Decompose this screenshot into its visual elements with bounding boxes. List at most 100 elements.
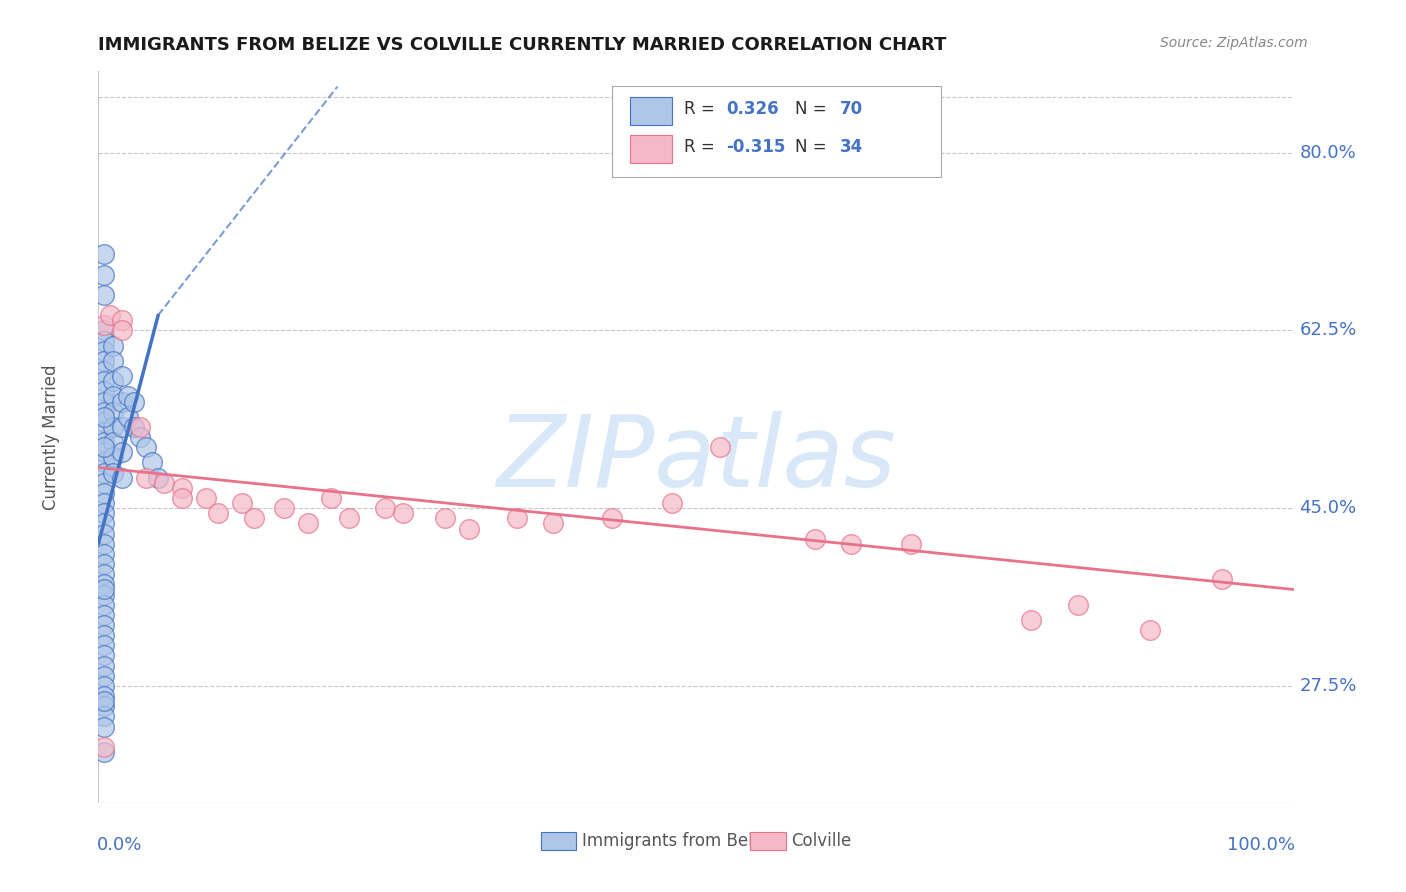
Point: [374, 501, 396, 516]
Text: 0.326: 0.326: [725, 101, 779, 119]
FancyBboxPatch shape: [749, 832, 786, 850]
Point: [101, 374, 124, 388]
Text: R =: R =: [685, 101, 720, 119]
Point: [93, 720, 115, 734]
Point: [93, 516, 115, 531]
Point: [93, 475, 115, 490]
Point: [93, 709, 115, 723]
Point: [93, 405, 115, 419]
Point: [111, 420, 134, 434]
Point: [93, 425, 115, 439]
Point: [93, 288, 115, 302]
Point: [321, 491, 343, 505]
Text: 45.0%: 45.0%: [1299, 500, 1357, 517]
Point: [804, 532, 827, 546]
Point: [93, 394, 115, 409]
Point: [602, 511, 624, 525]
Point: [273, 501, 295, 516]
Point: [243, 511, 266, 525]
Point: [111, 323, 134, 337]
Point: [148, 471, 170, 485]
Point: [117, 409, 139, 424]
Point: [297, 516, 319, 531]
Point: [93, 618, 115, 632]
Point: [129, 420, 152, 434]
Text: R =: R =: [685, 138, 720, 156]
Point: [93, 496, 115, 510]
Point: [93, 638, 115, 652]
Point: [111, 313, 134, 327]
Point: [101, 450, 124, 465]
Point: [111, 445, 134, 459]
Point: [207, 506, 229, 520]
Point: [101, 435, 124, 450]
Point: [1211, 572, 1233, 586]
Point: [661, 496, 683, 510]
Point: [93, 268, 115, 282]
Text: 70: 70: [839, 101, 862, 119]
Point: [93, 318, 115, 333]
Point: [93, 577, 115, 591]
Point: [93, 598, 115, 612]
Point: [93, 415, 115, 429]
Point: [135, 440, 157, 454]
Point: [93, 440, 115, 454]
Text: -0.315: -0.315: [725, 138, 785, 156]
Point: [93, 557, 115, 571]
Point: [172, 491, 194, 505]
Point: [101, 420, 124, 434]
Point: [93, 486, 115, 500]
Point: [392, 506, 415, 520]
Text: 80.0%: 80.0%: [1299, 144, 1357, 161]
Point: [101, 354, 124, 368]
Text: 34: 34: [839, 138, 863, 156]
Point: [101, 466, 124, 480]
Point: [124, 420, 146, 434]
Point: [101, 339, 124, 353]
Point: [93, 582, 115, 597]
Point: [93, 435, 115, 450]
Point: [124, 394, 146, 409]
Point: [93, 567, 115, 582]
Point: [93, 745, 115, 759]
Point: [93, 466, 115, 480]
Point: [93, 409, 115, 424]
Point: [93, 364, 115, 378]
Point: [93, 547, 115, 561]
Point: [141, 455, 163, 469]
Point: [434, 511, 457, 525]
Text: 27.5%: 27.5%: [1299, 677, 1357, 695]
Point: [900, 537, 922, 551]
Text: Immigrants from Belize: Immigrants from Belize: [582, 832, 776, 850]
Point: [111, 394, 134, 409]
Text: 100.0%: 100.0%: [1226, 836, 1295, 854]
Point: [93, 658, 115, 673]
Text: 62.5%: 62.5%: [1299, 321, 1357, 340]
Text: Currently Married: Currently Married: [42, 364, 59, 510]
Point: [117, 389, 139, 403]
Point: [339, 511, 361, 525]
Point: [172, 481, 194, 495]
Text: 0.0%: 0.0%: [97, 836, 142, 854]
Point: [1139, 623, 1161, 637]
Point: [93, 607, 115, 622]
Point: [93, 384, 115, 399]
FancyBboxPatch shape: [541, 832, 576, 850]
Point: [101, 405, 124, 419]
Point: [93, 247, 115, 261]
Point: [93, 506, 115, 520]
Point: [93, 588, 115, 602]
FancyBboxPatch shape: [613, 86, 941, 178]
Point: [153, 475, 176, 490]
Text: ZIPatlas: ZIPatlas: [496, 410, 896, 508]
Point: [93, 455, 115, 469]
Point: [841, 537, 863, 551]
Point: [135, 471, 157, 485]
Point: [101, 389, 124, 403]
Text: Source: ZipAtlas.com: Source: ZipAtlas.com: [1160, 36, 1308, 50]
FancyBboxPatch shape: [630, 135, 672, 163]
Text: Colville: Colville: [792, 832, 852, 850]
Point: [111, 471, 134, 485]
Point: [93, 334, 115, 348]
Text: N =: N =: [796, 138, 832, 156]
